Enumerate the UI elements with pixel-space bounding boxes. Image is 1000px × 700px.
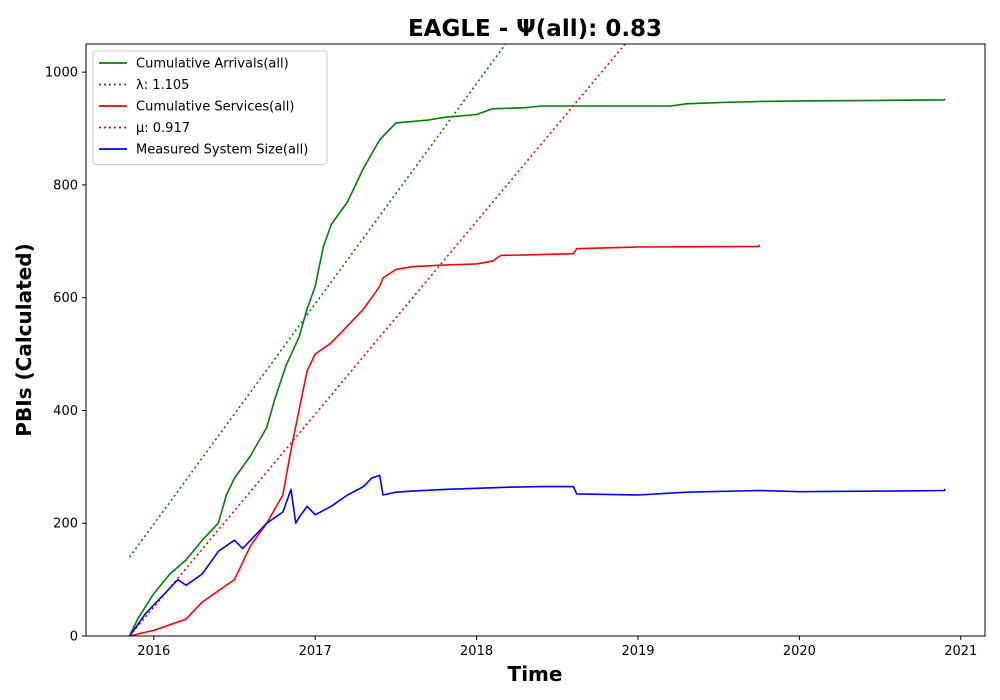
x-tick-label: 2019 [621, 644, 654, 659]
x-tick-label: 2016 [137, 644, 170, 659]
y-tick-label: 0 [70, 630, 78, 645]
y-tick-label: 200 [53, 517, 78, 532]
x-axis-label: Time [508, 662, 563, 686]
legend-label: Cumulative Services(all) [136, 100, 294, 115]
legend-label: Measured System Size(all) [136, 143, 308, 158]
x-tick-label: 2021 [944, 644, 977, 659]
series-line-0 [128, 98, 946, 636]
y-axis: 0 200 400 600 800 1000 [45, 66, 86, 645]
series-line-3 [128, 44, 626, 636]
x-axis: 2016 2017 2018 2019 2020 2021 [137, 636, 977, 659]
series-line-4 [128, 474, 946, 636]
x-tick-label: 2017 [299, 644, 332, 659]
y-tick-label: 800 [53, 178, 78, 193]
legend-box [92, 50, 328, 165]
series-line-1 [128, 44, 507, 558]
chart-title: EAGLE - Ψ(all): 0.83 [408, 16, 662, 42]
legend-label: Cumulative Arrivals(all) [136, 57, 289, 72]
y-tick-label: 400 [53, 404, 78, 419]
x-tick-label: 2018 [460, 644, 493, 659]
series-line-2 [129, 244, 760, 636]
plot-frame [85, 43, 986, 637]
y-axis-label: PBIs (Calculated) [12, 243, 36, 436]
legend: Cumulative Arrivals(all) λ: 1.105 Cumulati… [92, 50, 328, 165]
y-tick-label: 1000 [45, 66, 78, 81]
x-tick-label: 2020 [783, 644, 816, 659]
legend-label: μ: 0.917 [136, 121, 190, 136]
y-tick-label: 600 [53, 291, 78, 306]
legend-label: λ: 1.105 [136, 78, 189, 93]
